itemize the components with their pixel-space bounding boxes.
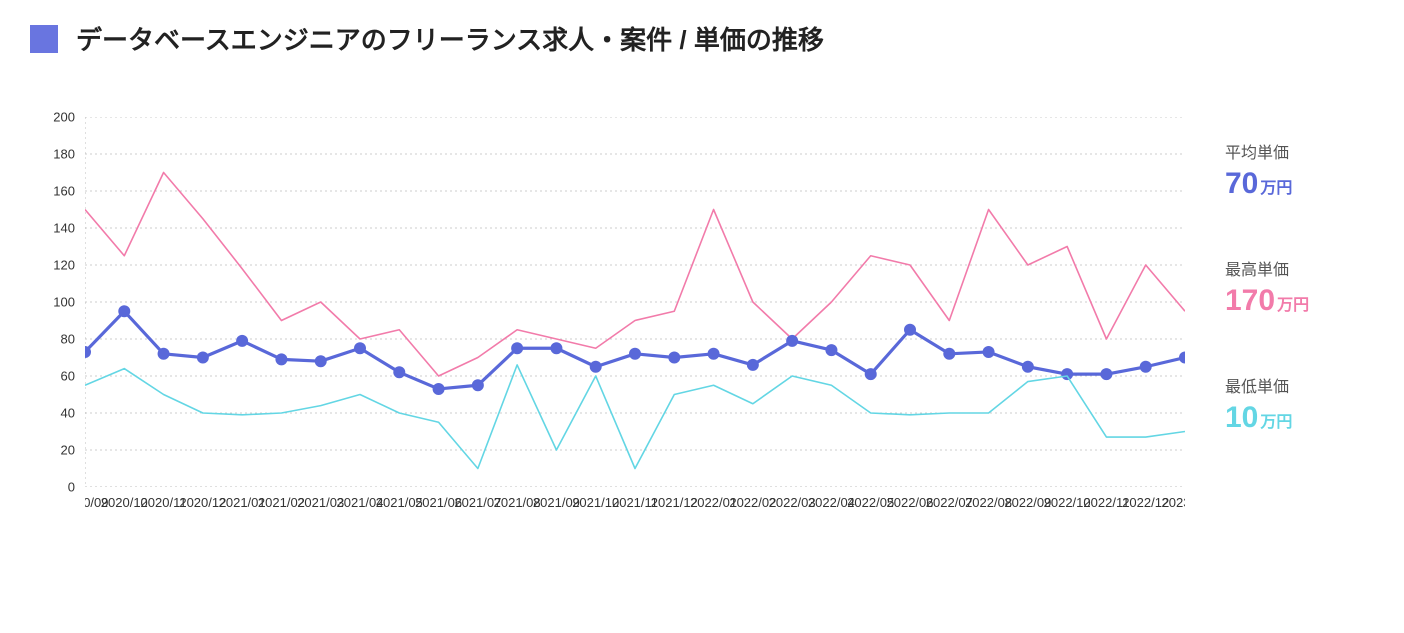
chart-area: 020406080100120140160180200 2020/092020/… xyxy=(30,117,1195,537)
y-tick-label: 120 xyxy=(30,258,75,273)
y-tick-label: 200 xyxy=(30,110,75,125)
stat-avg-label: 平均単価 xyxy=(1225,139,1309,163)
main-content: 020406080100120140160180200 2020/092020/… xyxy=(30,117,1374,537)
y-tick-label: 80 xyxy=(30,332,75,347)
x-axis-labels: 2020/092020/102020/112020/122021/012021/… xyxy=(85,495,1185,525)
stat-avg-unit: 万円 xyxy=(1260,174,1292,198)
stat-avg-value: 70 xyxy=(1225,167,1258,201)
stat-avg: 平均単価 70 万円 xyxy=(1225,139,1309,201)
y-tick-label: 140 xyxy=(30,221,75,236)
stat-max: 最高単価 170 万円 xyxy=(1225,256,1309,318)
y-tick-label: 180 xyxy=(30,147,75,162)
stat-min: 最低単価 10 万円 xyxy=(1225,373,1309,435)
x-tick-label: 2023/01 xyxy=(1162,495,1186,510)
y-tick-label: 0 xyxy=(30,480,75,495)
stat-min-unit: 万円 xyxy=(1260,408,1292,432)
y-tick-label: 160 xyxy=(30,184,75,199)
y-tick-label: 20 xyxy=(30,443,75,458)
stat-min-label: 最低単価 xyxy=(1225,373,1309,397)
y-tick-label: 40 xyxy=(30,406,75,421)
stat-max-label: 最高単価 xyxy=(1225,256,1309,280)
y-tick-label: 60 xyxy=(30,369,75,384)
stat-min-value: 10 xyxy=(1225,401,1258,435)
chart-header: データベースエンジニアのフリーランス求人・案件 / 単価の推移 xyxy=(30,20,1374,57)
y-tick-label: 100 xyxy=(30,295,75,310)
stats-panel: 平均単価 70 万円 最高単価 170 万円 最低単価 10 万円 xyxy=(1225,117,1309,537)
header-accent-icon xyxy=(30,25,58,53)
stat-max-unit: 万円 xyxy=(1277,291,1309,315)
line-chart xyxy=(85,117,1185,487)
page-title: データベースエンジニアのフリーランス求人・案件 / 単価の推移 xyxy=(76,20,824,57)
stat-max-value: 170 xyxy=(1225,284,1275,318)
